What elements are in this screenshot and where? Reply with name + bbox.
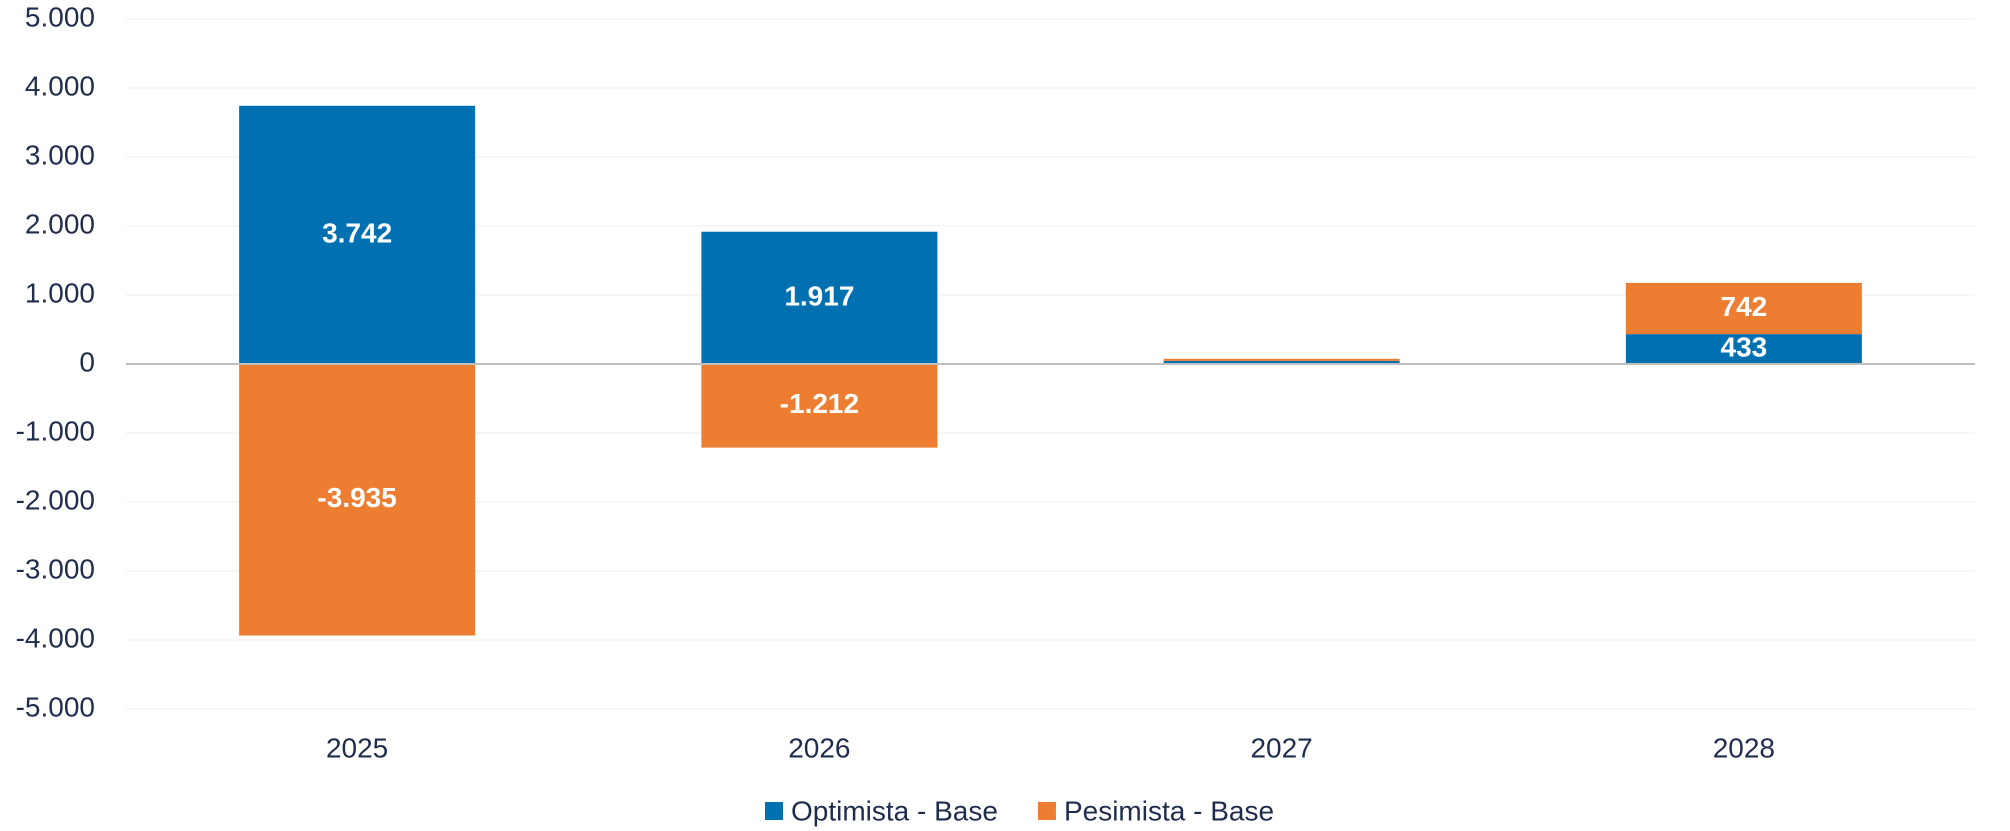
y-tick-label: 4.000 <box>25 70 95 101</box>
bar <box>1625 282 1862 335</box>
bar <box>1625 334 1862 364</box>
y-tick-label: 0 <box>79 346 95 377</box>
data-label: 1.917 <box>784 280 854 311</box>
legend-swatch <box>765 802 783 820</box>
x-tick-label: 2025 <box>326 732 388 763</box>
bar <box>701 231 938 364</box>
y-tick-label: 1.000 <box>25 277 95 308</box>
bar <box>239 105 476 364</box>
y-tick-label: -4.000 <box>16 622 95 653</box>
data-label: 433 <box>1721 331 1768 362</box>
x-tick-label: 2026 <box>788 732 850 763</box>
y-tick-label: -1.000 <box>16 415 95 446</box>
legend-label: Optimista - Base <box>791 795 998 826</box>
data-label: 3.742 <box>322 217 392 248</box>
data-label: -1.212 <box>780 388 859 419</box>
bar <box>701 364 938 448</box>
y-tick-label: 3.000 <box>25 139 95 170</box>
y-tick-label: -5.000 <box>16 691 95 722</box>
y-tick-label: 5.000 <box>25 1 95 32</box>
x-tick-label: 2028 <box>1713 732 1775 763</box>
y-tick-label: -2.000 <box>16 484 95 515</box>
legend-label: Pesimista - Base <box>1064 795 1274 826</box>
y-tick-label: 2.000 <box>25 208 95 239</box>
data-label: -3.935 <box>317 482 396 513</box>
bar <box>1163 358 1400 361</box>
y-tick-label: -3.000 <box>16 553 95 584</box>
data-label: 742 <box>1721 291 1768 322</box>
legend-swatch <box>1037 802 1056 820</box>
bar <box>239 364 476 636</box>
x-tick-label: 2027 <box>1250 732 1312 763</box>
bar <box>1163 360 1400 364</box>
